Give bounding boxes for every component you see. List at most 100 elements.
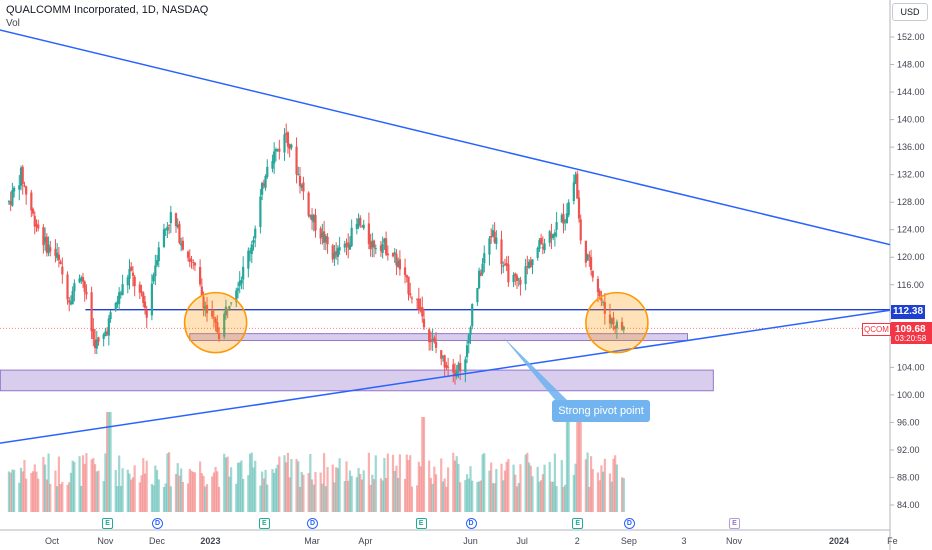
dividend-marker[interactable]: D (465, 518, 477, 529)
volume-bar (217, 486, 221, 512)
candle-body (202, 296, 205, 309)
volume-bar (31, 471, 35, 512)
volume-bar (45, 479, 48, 512)
candle-body (247, 250, 250, 269)
volume-bar (285, 462, 288, 512)
candle-body (481, 263, 484, 274)
volume-bar (491, 483, 494, 512)
volume-bar (600, 465, 603, 512)
volume-bar (338, 458, 341, 512)
candle-body (507, 264, 510, 283)
candle-body (333, 253, 336, 259)
dividend-marker[interactable]: D (307, 518, 319, 529)
candle-body (500, 239, 503, 265)
volume-bar (333, 482, 336, 512)
volume-bar (431, 483, 434, 512)
volume-bar (314, 471, 317, 512)
candle-body (11, 190, 14, 206)
volume-bar (42, 456, 45, 512)
volume-bar (443, 478, 446, 512)
volume-bar (479, 480, 482, 512)
volume-bar (610, 481, 613, 512)
candle-body (519, 279, 522, 285)
dividend-marker[interactable]: D (152, 518, 164, 529)
candle-body (162, 229, 166, 247)
candle-body (61, 266, 64, 275)
volume-bar (119, 485, 122, 512)
candle-body (217, 332, 221, 340)
callout-pointer (503, 337, 568, 401)
candle-body (295, 146, 298, 175)
candle-body (211, 310, 214, 317)
dividend-marker[interactable]: D (623, 518, 635, 529)
candle-body (278, 148, 281, 152)
y-tick-label: 100.00 (897, 390, 925, 400)
volume-bar (543, 464, 546, 512)
volume-bar (490, 462, 493, 512)
candle-body (85, 291, 88, 295)
volume-bar (116, 486, 119, 512)
candle-body (410, 297, 414, 299)
candle-body (455, 370, 458, 377)
x-tick-label: Nov (97, 536, 114, 546)
chart-title: QUALCOMM Incorporated, 1D, NASDAQ (6, 4, 209, 16)
volume-bar (403, 478, 407, 512)
candle-body (359, 217, 362, 226)
earnings-marker[interactable]: E (572, 518, 584, 529)
volume-bar (343, 480, 346, 512)
volume-bar (419, 466, 422, 512)
candle-body (445, 364, 448, 368)
candle-body (447, 366, 450, 368)
volume-bar (47, 453, 50, 512)
candle-body (152, 275, 155, 282)
y-tick-label: 116.00 (897, 280, 924, 290)
volume-bar (459, 482, 462, 512)
candle-body (610, 318, 613, 325)
volume-bar (302, 474, 305, 512)
volume-bar (596, 472, 600, 512)
earnings-marker[interactable]: E (258, 518, 270, 529)
candle-body (457, 364, 460, 370)
candle-body (331, 245, 334, 260)
earnings-marker[interactable]: E (102, 518, 114, 529)
candle-body (273, 151, 276, 164)
volume-bar (223, 453, 226, 512)
volume-bar (109, 412, 112, 512)
earnings-marker[interactable]: E (415, 518, 427, 529)
candle-body (309, 214, 312, 218)
candle-body (397, 261, 400, 268)
candle-body (200, 286, 203, 296)
candle-body (347, 242, 350, 248)
candle-body (562, 214, 565, 224)
volume-bar (154, 465, 157, 512)
volume-bar (440, 458, 443, 512)
volume-bar (307, 473, 310, 512)
x-tick-label: Jul (516, 536, 528, 546)
volume-bar (13, 469, 16, 512)
candle-body (45, 236, 48, 253)
volume-bar (527, 462, 531, 512)
volume-bar (350, 475, 353, 512)
candle-body (140, 291, 143, 293)
volume-bar (202, 475, 205, 512)
volume-bar (362, 470, 365, 512)
callout-label[interactable]: Strong pivot point (552, 400, 650, 422)
volume-bar (49, 483, 52, 512)
earnings-marker[interactable]: E (729, 518, 740, 529)
candle-body (433, 337, 436, 343)
volume-bar (374, 455, 377, 512)
volume-bar (579, 412, 582, 512)
volume-bar (515, 486, 519, 512)
candle-body (228, 305, 231, 309)
volume-bar (469, 466, 472, 512)
y-tick-label: 92.00 (897, 445, 920, 455)
volume-bar (576, 412, 579, 512)
candle-body (531, 259, 534, 266)
volume-bar (33, 464, 36, 512)
currency-button[interactable]: USD (892, 3, 928, 21)
candle-body (345, 243, 348, 245)
candle-body (81, 276, 85, 282)
candle-body (21, 166, 24, 184)
candle-body (441, 355, 445, 357)
